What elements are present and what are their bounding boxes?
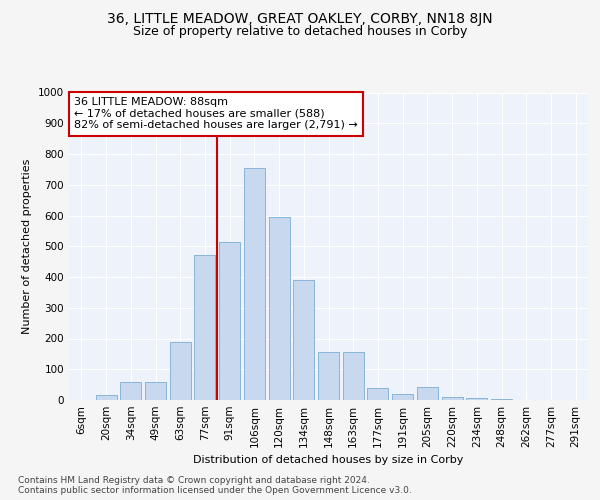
Text: 36 LITTLE MEADOW: 88sqm
← 17% of detached houses are smaller (588)
82% of semi-d: 36 LITTLE MEADOW: 88sqm ← 17% of detache… (74, 97, 358, 130)
Text: Size of property relative to detached houses in Corby: Size of property relative to detached ho… (133, 25, 467, 38)
Bar (269, 217, 290, 400)
Bar (219, 242, 240, 400)
X-axis label: Distribution of detached houses by size in Corby: Distribution of detached houses by size … (193, 456, 464, 466)
Bar (244, 168, 265, 400)
Bar (194, 256, 215, 400)
Bar (120, 382, 141, 400)
Bar (343, 352, 364, 400)
Bar (466, 398, 487, 400)
Bar (145, 382, 166, 400)
Bar (318, 352, 339, 400)
Bar (491, 399, 512, 400)
Y-axis label: Number of detached properties: Number of detached properties (22, 158, 32, 334)
Text: Contains HM Land Registry data © Crown copyright and database right 2024.
Contai: Contains HM Land Registry data © Crown c… (18, 476, 412, 495)
Bar (442, 397, 463, 400)
Text: 36, LITTLE MEADOW, GREAT OAKLEY, CORBY, NN18 8JN: 36, LITTLE MEADOW, GREAT OAKLEY, CORBY, … (107, 12, 493, 26)
Bar (293, 280, 314, 400)
Bar (417, 387, 438, 400)
Bar (170, 342, 191, 400)
Bar (367, 388, 388, 400)
Bar (95, 396, 116, 400)
Bar (392, 394, 413, 400)
